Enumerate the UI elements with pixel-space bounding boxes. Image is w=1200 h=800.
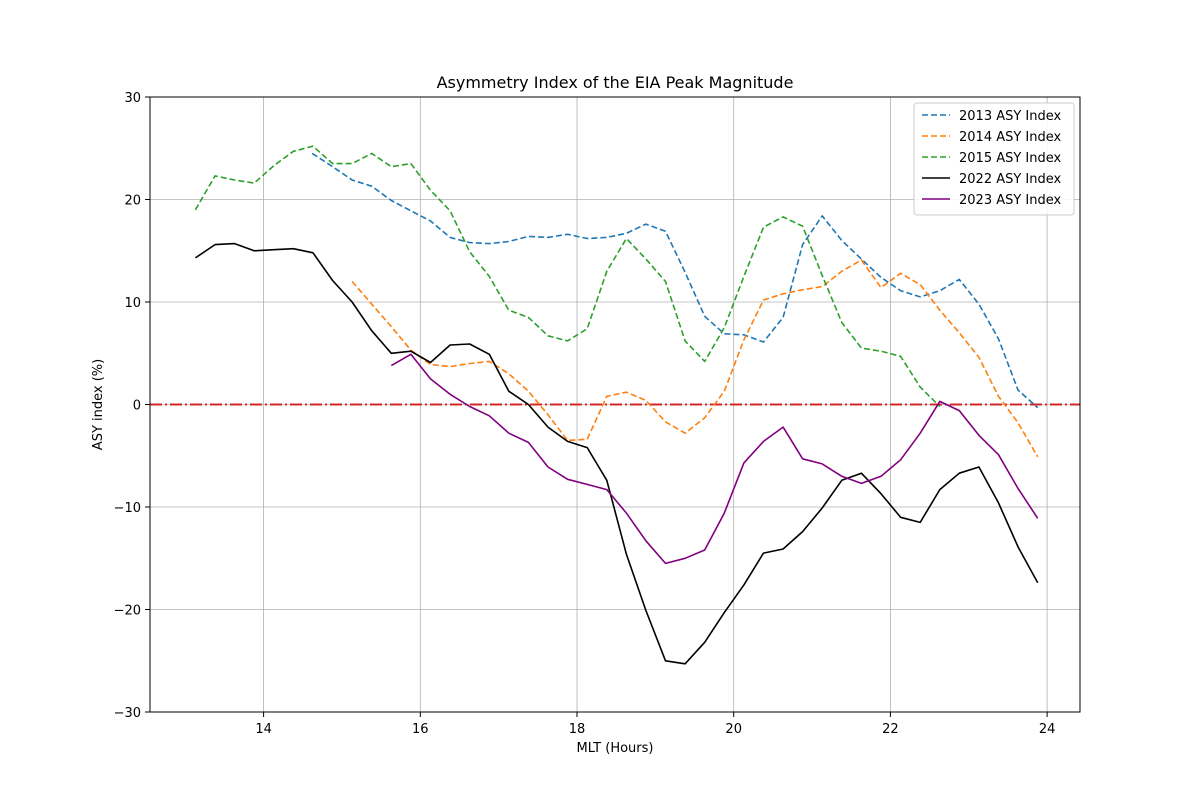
y-tick-label: −10 <box>114 501 141 516</box>
x-tick-label: 24 <box>1039 722 1056 737</box>
x-axis-ticks: 14 16 18 20 22 24 <box>255 712 1055 737</box>
y-axis-ticks: −30 −20 −10 0 10 20 30 <box>114 91 150 721</box>
y-tick-label: −20 <box>114 604 141 619</box>
y-axis-label: ASY index (%) <box>91 359 106 450</box>
x-tick-label: 20 <box>725 722 742 737</box>
chart-title: Asymmetry Index of the EIA Peak Magnitud… <box>437 73 794 92</box>
y-tick-label: 20 <box>124 194 141 209</box>
series-line-2015 <box>194 145 941 408</box>
legend-label: 2022 ASY Index <box>959 172 1062 187</box>
series-lines <box>194 145 1039 665</box>
y-tick-label: 30 <box>124 91 141 106</box>
x-axis-label: MLT (Hours) <box>577 741 654 756</box>
series-line-2022 <box>194 242 1039 665</box>
legend-label: 2015 ASY Index <box>959 151 1062 166</box>
x-tick-label: 14 <box>255 722 272 737</box>
y-tick-label: 10 <box>124 296 141 311</box>
legend-label: 2013 ASY Index <box>959 109 1062 124</box>
series-line-2013 <box>311 152 1039 409</box>
x-tick-label: 18 <box>569 722 586 737</box>
legend: 2013 ASY Index 2014 ASY Index 2015 ASY Ind… <box>913 102 1075 216</box>
series-line-2014 <box>351 259 1039 458</box>
series-line-2023 <box>390 353 1039 565</box>
legend-box <box>913 102 1075 216</box>
y-tick-label: −30 <box>114 706 141 721</box>
x-tick-label: 16 <box>412 722 429 737</box>
legend-label: 2014 ASY Index <box>959 130 1062 145</box>
x-tick-label: 22 <box>882 722 899 737</box>
legend-label: 2023 ASY Index <box>959 193 1062 208</box>
y-tick-label: 0 <box>133 399 141 414</box>
